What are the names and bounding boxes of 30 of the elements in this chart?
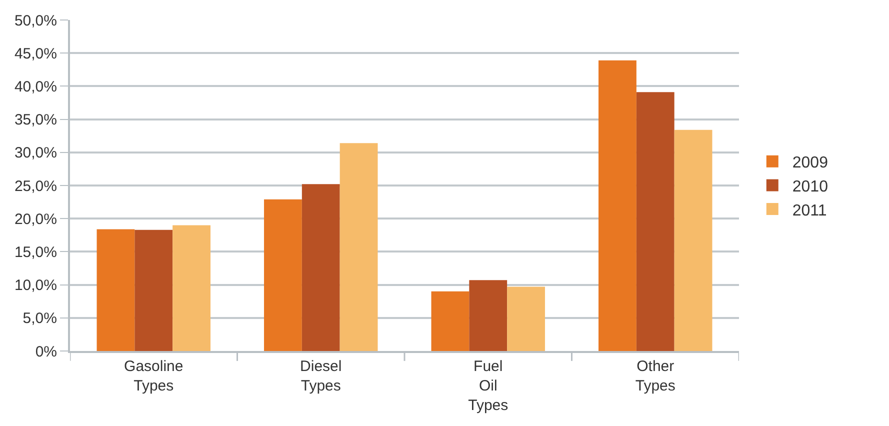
- bar: [507, 286, 545, 351]
- x-tick-label: Diesel Types: [300, 358, 342, 394]
- bar: [302, 184, 340, 351]
- y-tick-label: 5,0%: [22, 310, 57, 328]
- y-tick-label: 15,0%: [14, 244, 57, 261]
- y-tick-label: 35,0%: [14, 112, 57, 129]
- y-tick-label: 30,0%: [14, 144, 57, 162]
- bar: [172, 225, 210, 351]
- bar: [674, 130, 712, 351]
- bar: [636, 92, 674, 351]
- y-tick-label: 10,0%: [14, 277, 57, 294]
- legend-label: 2011: [792, 202, 827, 220]
- y-tick-label: 50,0%: [14, 12, 57, 30]
- x-tick-label: Fuel Oil Types: [468, 358, 508, 414]
- y-tick-label: 40,0%: [14, 78, 57, 96]
- bar: [264, 199, 302, 351]
- bar: [431, 291, 470, 351]
- legend-label: 2010: [792, 178, 828, 196]
- y-tick-label: 20,0%: [14, 210, 57, 228]
- bar: [598, 60, 636, 351]
- bar: [340, 143, 378, 351]
- legend-label: 2009: [792, 154, 828, 172]
- y-tick-label: 45,0%: [14, 45, 57, 62]
- bar: [469, 280, 508, 351]
- x-tick-label: Gasoline Types: [124, 358, 184, 394]
- bar: [96, 229, 135, 351]
- x-tick-label: Other Types: [635, 358, 676, 394]
- y-tick-label: 25,0%: [14, 178, 57, 195]
- bar: [134, 230, 173, 351]
- y-tick-label: 0%: [35, 343, 57, 360]
